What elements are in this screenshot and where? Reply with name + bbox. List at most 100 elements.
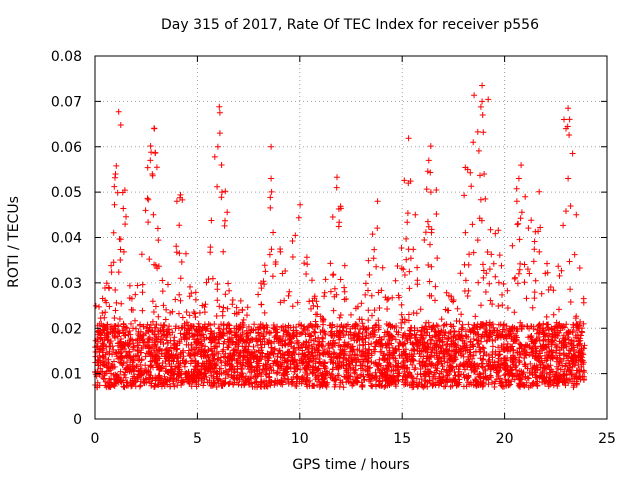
roti-point [321,289,328,296]
roti-point [408,373,415,380]
roti-point [178,336,185,343]
roti-point [513,185,520,192]
roti-point [348,311,354,318]
roti-point [131,364,138,371]
roti-point [557,356,564,363]
roti-point [539,368,546,375]
roti-point [258,344,265,351]
roti-outlier-point [479,98,486,105]
roti-point [293,365,300,372]
roti-point [478,302,484,309]
roti-point [400,266,407,273]
roti-outlier-point [405,180,412,187]
roti-point [208,217,215,224]
roti-point [149,318,156,325]
roti-point [157,346,164,352]
roti-point [573,321,580,328]
roti-point [267,194,274,201]
roti-point [485,381,492,388]
roti-point [319,318,326,325]
roti-point [336,219,343,226]
roti-point [293,375,300,382]
roti-point [92,371,99,378]
roti-point [144,321,151,328]
roti-point [159,277,166,284]
roti-point [414,264,421,271]
roti-point [337,323,344,330]
roti-point [365,257,372,264]
roti-point [268,188,275,195]
roti-point [172,325,179,332]
roti-point [577,349,584,356]
roti-point [179,314,186,321]
roti-point [566,258,573,265]
roti-point [216,365,223,372]
roti-point [175,377,182,384]
roti-point [235,353,242,359]
roti-point [260,324,267,331]
roti-point [451,357,458,364]
roti-point [193,364,200,370]
roti-point [263,383,270,390]
roti-point [537,352,544,359]
roti-point [134,347,141,354]
roti-point [558,344,565,351]
roti-point [201,309,208,316]
roti-point [126,341,133,348]
roti-point [259,350,266,357]
roti-point [369,231,376,238]
roti-point [549,368,556,375]
roti-point [488,251,495,258]
roti-point [470,329,477,336]
roti-point [557,366,564,373]
roti-point [192,366,199,373]
roti-point [492,348,499,355]
roti-point [226,328,233,335]
roti-point [121,372,128,378]
roti-point [407,255,414,262]
roti-point [542,378,549,385]
roti-point [518,209,525,216]
roti-point [392,336,399,343]
roti-point [456,376,463,383]
roti-point [202,343,209,350]
roti-point [143,379,150,386]
roti-point [290,327,297,334]
roti-point [432,297,438,304]
roti-point [409,361,416,368]
roti-point [258,373,265,380]
roti-point [303,271,310,277]
roti-point [559,362,566,369]
roti-point [515,382,522,389]
roti-point [482,195,489,202]
roti-point [196,309,203,316]
roti-point [103,334,110,341]
roti-point [516,266,523,273]
roti-point [173,243,180,250]
roti-point [376,382,383,389]
roti-point [279,381,286,388]
roti-point [134,282,141,289]
roti-point [456,333,463,340]
roti-point [266,363,273,369]
roti-point [384,359,391,366]
roti-point [469,341,476,348]
roti-point [499,302,506,309]
roti-point [354,303,361,310]
roti-point [219,312,226,319]
roti-point [529,382,536,389]
roti-point [458,371,465,378]
roti-outlier-point [219,189,225,196]
roti-point [353,379,360,386]
roti-point [443,347,450,353]
roti-point [362,363,368,369]
roti-point [524,342,531,349]
roti-point [341,352,348,359]
roti-point [303,254,310,261]
roti-point [525,225,532,232]
roti-point [186,312,193,319]
roti-point [333,332,340,339]
roti-point [151,347,158,354]
roti-point [260,325,267,332]
x-axis-label: GPS time / hours [292,457,410,473]
